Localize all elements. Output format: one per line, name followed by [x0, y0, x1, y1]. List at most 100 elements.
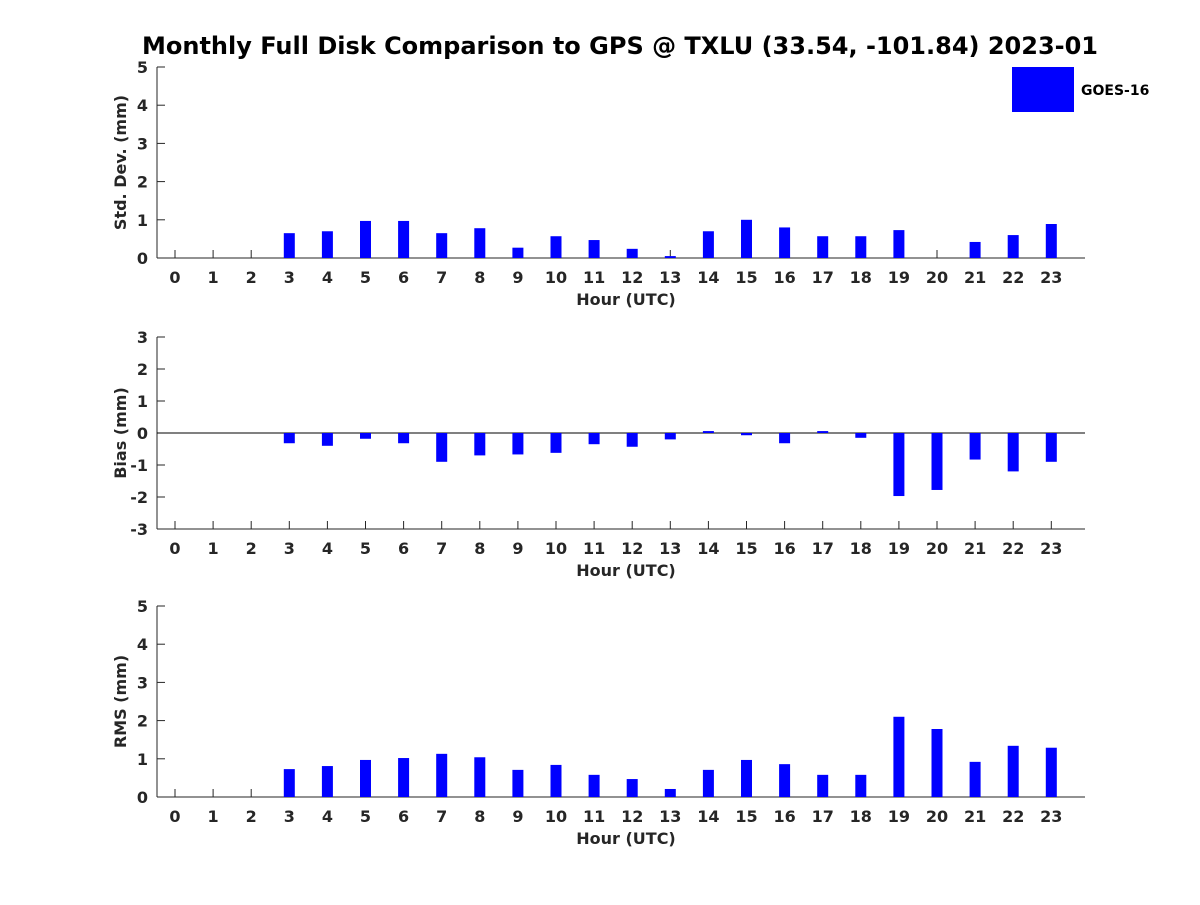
- x-tick-label: 3: [284, 268, 295, 287]
- bar: [969, 433, 981, 460]
- legend: GOES-16: [1012, 67, 1149, 112]
- x-tick-label: 18: [850, 807, 872, 826]
- bar: [550, 236, 562, 258]
- bar: [550, 433, 562, 453]
- bar: [931, 729, 943, 797]
- bar: [1045, 224, 1057, 258]
- x-tick-label: 5: [360, 268, 371, 287]
- x-tick-label: 22: [1002, 807, 1024, 826]
- chart-title: Monthly Full Disk Comparison to GPS @ TX…: [142, 32, 1098, 60]
- bar: [969, 761, 981, 797]
- x-tick-label: 1: [208, 539, 219, 558]
- bar: [1007, 433, 1019, 472]
- x-tick-label: 1: [208, 807, 219, 826]
- x-tick-label: 0: [169, 539, 180, 558]
- y-tick-label: 5: [137, 58, 148, 77]
- x-tick-label: 21: [964, 539, 986, 558]
- legend-label: GOES-16: [1081, 83, 1149, 99]
- x-tick-label: 0: [169, 268, 180, 287]
- x-tick-label: 17: [812, 539, 834, 558]
- bar: [626, 779, 638, 797]
- bar: [893, 433, 905, 497]
- bar: [779, 433, 791, 444]
- y-tick-label: 1: [137, 750, 148, 769]
- x-tick-label: 13: [659, 539, 681, 558]
- bar: [817, 236, 829, 258]
- x-tick-label: 21: [964, 268, 986, 287]
- y-tick-label: 2: [137, 173, 148, 192]
- x-tick-label: 12: [621, 539, 643, 558]
- x-tick-label: 21: [964, 807, 986, 826]
- x-tick-label: 14: [697, 268, 719, 287]
- x-tick-label: 5: [360, 539, 371, 558]
- bar: [855, 774, 867, 797]
- y-tick-label: 0: [137, 788, 148, 807]
- bar: [702, 231, 714, 258]
- bar: [817, 774, 829, 797]
- x-tick-label: 22: [1002, 268, 1024, 287]
- x-tick-label: 14: [697, 807, 719, 826]
- x-tick-label: 4: [322, 268, 333, 287]
- bar: [931, 433, 943, 490]
- y-tick-label: 3: [137, 328, 148, 347]
- x-tick-label: 23: [1040, 539, 1062, 558]
- y-tick-label: 5: [137, 597, 148, 616]
- x-tick-label: 4: [322, 539, 333, 558]
- x-tick-label: 19: [888, 268, 910, 287]
- bar: [474, 228, 486, 258]
- x-tick-label: 7: [436, 268, 447, 287]
- bar: [855, 433, 867, 438]
- x-tick-label: 10: [545, 807, 567, 826]
- bar: [1007, 745, 1019, 797]
- bar: [664, 433, 676, 440]
- bar: [702, 769, 714, 797]
- bar: [436, 753, 448, 797]
- x-tick-label: 9: [512, 807, 523, 826]
- x-tick-label: 8: [474, 268, 485, 287]
- bar: [436, 233, 448, 258]
- x-tick-label: 8: [474, 807, 485, 826]
- x-tick-label: 18: [850, 268, 872, 287]
- x-tick-label: 23: [1040, 807, 1062, 826]
- x-tick-label: 11: [583, 539, 605, 558]
- x-tick-label: 15: [735, 539, 757, 558]
- x-tick-label: 8: [474, 539, 485, 558]
- x-tick-label: 22: [1002, 539, 1024, 558]
- bar: [626, 433, 638, 447]
- x-tick-label: 11: [583, 807, 605, 826]
- y-tick-label: -3: [130, 520, 148, 539]
- bar: [474, 757, 486, 797]
- bar: [360, 433, 371, 439]
- bar: [702, 431, 714, 433]
- bar: [360, 759, 371, 797]
- x-tick-label: 13: [659, 268, 681, 287]
- bar: [283, 769, 295, 797]
- x-tick-label: 13: [659, 807, 681, 826]
- y-axis-label: RMS (mm): [111, 655, 130, 748]
- bar: [321, 433, 333, 446]
- x-tick-label: 7: [436, 807, 447, 826]
- y-tick-label: 2: [137, 360, 148, 379]
- x-tick-label: 16: [773, 268, 795, 287]
- bar: [321, 766, 333, 797]
- x-tick-label: 2: [246, 539, 257, 558]
- x-tick-label: 7: [436, 539, 447, 558]
- y-tick-label: 4: [137, 96, 148, 115]
- x-tick-label: 3: [284, 539, 295, 558]
- bar: [436, 433, 448, 462]
- x-tick-label: 6: [398, 268, 409, 287]
- bar: [398, 758, 410, 797]
- bar: [283, 433, 295, 444]
- x-tick-label: 12: [621, 268, 643, 287]
- bar: [741, 433, 752, 436]
- x-tick-label: 9: [512, 539, 523, 558]
- bar: [588, 433, 600, 445]
- bar: [893, 230, 905, 258]
- bar: [664, 256, 676, 258]
- x-tick-label: 20: [926, 268, 948, 287]
- x-axis-label: Hour (UTC): [576, 829, 676, 848]
- bar: [398, 220, 410, 258]
- bar: [512, 247, 524, 258]
